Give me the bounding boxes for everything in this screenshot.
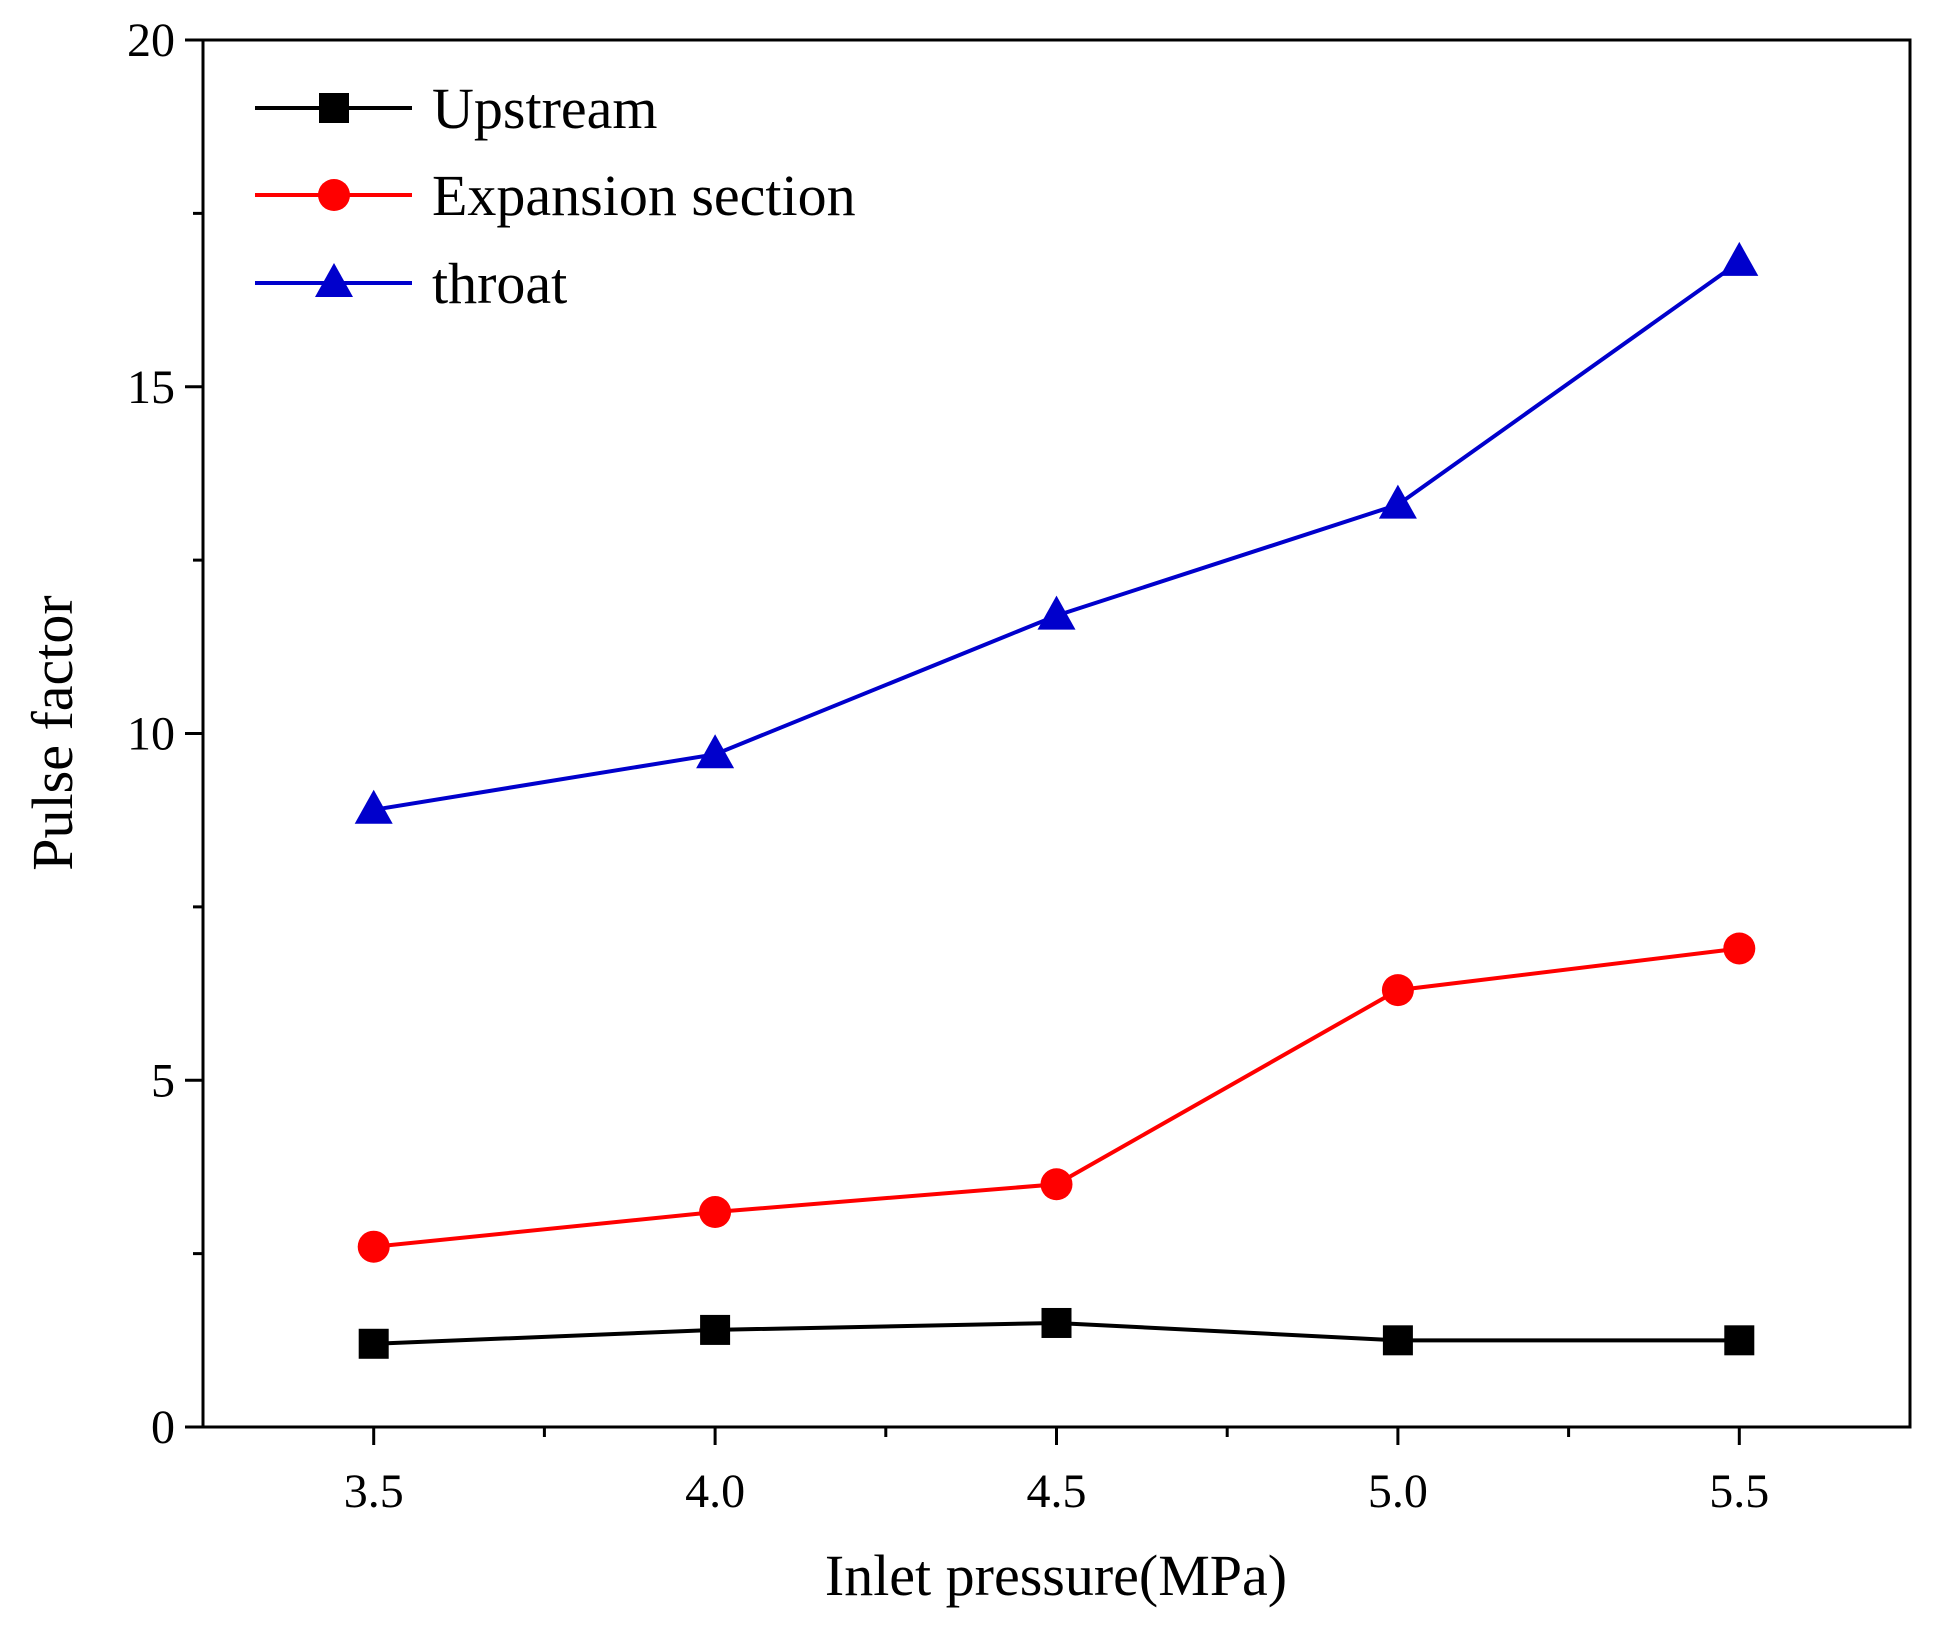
data-point <box>357 1230 390 1263</box>
data-point <box>1381 974 1414 1007</box>
series-layer <box>354 241 1759 1359</box>
x-tick-label: 5.5 <box>1709 1465 1769 1518</box>
series-line <box>373 260 1741 812</box>
data-point <box>1037 595 1076 630</box>
legend-item: throat <box>255 251 567 316</box>
x-tick-label: 5.0 <box>1368 1465 1428 1518</box>
data-point <box>696 734 735 769</box>
legend-item: Upstream <box>255 76 658 141</box>
legend: Upstream Expansion section throat <box>255 76 856 316</box>
legend-marker <box>318 179 350 211</box>
legend-marker <box>319 93 349 123</box>
data-point <box>1724 1325 1755 1356</box>
data-point <box>1382 1325 1413 1356</box>
y-tick-label: 0 <box>151 1401 175 1454</box>
data-point <box>1378 484 1417 519</box>
data-point <box>354 789 393 824</box>
data-point <box>1723 932 1756 965</box>
data-point <box>1041 1307 1072 1338</box>
x-tick-label: 3.5 <box>344 1465 404 1518</box>
data-point <box>358 1328 389 1359</box>
data-point <box>699 1196 732 1229</box>
legend-label: throat <box>432 251 567 316</box>
series-upstream <box>358 1307 1755 1359</box>
y-tick-label: 15 <box>127 361 175 414</box>
legend-marker <box>315 263 353 297</box>
series-expansion-section <box>357 932 1756 1263</box>
y-tick-label: 20 <box>127 14 175 67</box>
legend-label: Upstream <box>432 76 658 141</box>
data-point <box>700 1314 731 1345</box>
legend-label: Expansion section <box>432 163 856 228</box>
data-point <box>1040 1168 1073 1201</box>
x-tick-label: 4.5 <box>1027 1465 1087 1518</box>
legend-item: Expansion section <box>255 163 856 228</box>
axis-ticks <box>185 38 1741 1445</box>
x-axis-title: Inlet pressure(MPa) <box>825 1543 1287 1608</box>
data-point <box>1720 241 1759 276</box>
series-throat <box>354 241 1759 824</box>
axis-tick-labels: 3.5 4.0 4.5 5.0 5.5 0 5 10 15 20 <box>127 14 1769 1518</box>
y-tick-label: 10 <box>127 708 175 761</box>
x-tick-label: 4.0 <box>685 1465 745 1518</box>
y-axis-title: Pulse factor <box>20 595 85 870</box>
series-line <box>373 946 1740 1249</box>
y-tick-label: 5 <box>151 1054 175 1107</box>
plot-frame <box>201 38 1912 1429</box>
